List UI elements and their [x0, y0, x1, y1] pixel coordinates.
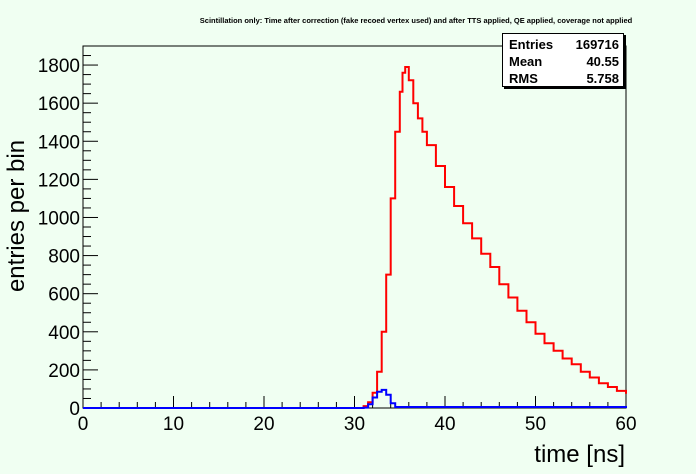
y-tick-label: 600: [48, 285, 80, 306]
x-tick-label: 0: [78, 414, 89, 435]
x-tick-label: 20: [253, 414, 274, 435]
stats-row-mean: Mean 40.55: [509, 53, 619, 70]
series-0-line: [83, 66, 627, 409]
y-tick-label: 0: [69, 399, 80, 420]
y-tick-label: 800: [48, 247, 80, 268]
y-tick-label: 400: [48, 323, 80, 344]
rms-label: RMS: [509, 71, 538, 86]
y-tick-label: 1200: [38, 170, 80, 191]
y-tick-label: 1000: [38, 208, 80, 229]
x-axis: 0 10 20 30 40 50 60: [78, 396, 637, 435]
y-axis-label: entries per bin: [3, 140, 30, 292]
y-tick-label: 1600: [38, 94, 80, 115]
chart-title: Scintillation only: Time after correctio…: [199, 16, 633, 25]
plot-frame: [82, 45, 627, 409]
mean-label: Mean: [509, 54, 543, 69]
x-tick-label: 60: [615, 414, 636, 435]
mean-value: 40.55: [586, 54, 619, 69]
y-tick-label: 200: [48, 361, 80, 382]
x-axis-label: time [ns]: [534, 441, 625, 468]
y-axis: 0 200 400 600 800 1000 1200 1400 1600 1800: [38, 45, 98, 420]
y-tick-label: 1400: [38, 132, 80, 153]
x-tick-label: 50: [525, 414, 546, 435]
stats-box: Entries 169716 Mean 40.55 RMS 5.758: [502, 33, 624, 87]
x-tick-label: 40: [434, 414, 455, 435]
x-tick-label: 10: [163, 414, 184, 435]
y-tick-label: 1800: [38, 56, 80, 77]
entries-label: Entries: [509, 37, 554, 52]
series-1-line: [83, 388, 627, 409]
stats-row-entries: Entries 169716: [509, 36, 619, 53]
stats-row-rms: RMS 5.758: [509, 70, 619, 87]
series-group: [83, 66, 627, 409]
x-tick-label: 30: [344, 414, 365, 435]
entries-value: 169716: [575, 37, 619, 52]
rms-value: 5.758: [586, 71, 619, 86]
